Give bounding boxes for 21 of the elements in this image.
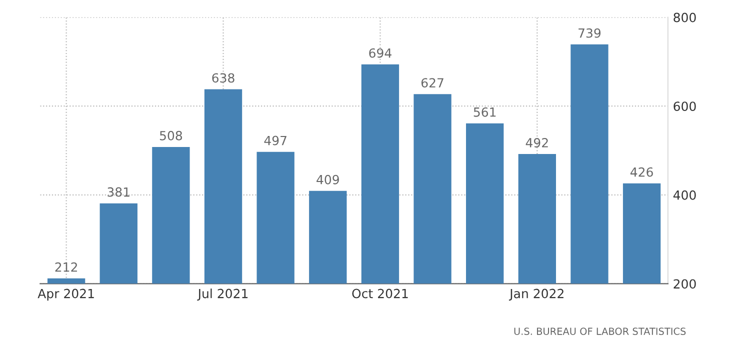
- data-label: 212: [55, 262, 77, 272]
- data-label: 638: [212, 73, 234, 83]
- x-tick-label: Apr 2021: [38, 288, 94, 301]
- y-tick-label: 400: [673, 190, 696, 200]
- y-tick-label: 600: [674, 102, 696, 112]
- data-label: 561: [474, 107, 496, 117]
- y-tick-label: 200: [674, 279, 696, 289]
- data-label: 627: [421, 78, 444, 88]
- data-label: 739: [578, 28, 601, 38]
- data-label: 694: [369, 48, 392, 58]
- text: U.S. BUREAU OF LABOR STATISTICS: [514, 328, 686, 335]
- y-tick-label: 800: [674, 12, 696, 22]
- data-label: 409: [316, 174, 339, 184]
- x-tick-label: Jan 2022: [508, 288, 564, 301]
- data-label: 426: [630, 167, 653, 177]
- x-tick-label: Jul 2021: [197, 288, 248, 301]
- data-label: 492: [526, 138, 548, 148]
- data-label: 381: [108, 187, 130, 197]
- x-tick-label: Oct 2021: [352, 288, 408, 298]
- data-label: 497: [264, 136, 286, 146]
- data-label: 508: [160, 130, 182, 140]
